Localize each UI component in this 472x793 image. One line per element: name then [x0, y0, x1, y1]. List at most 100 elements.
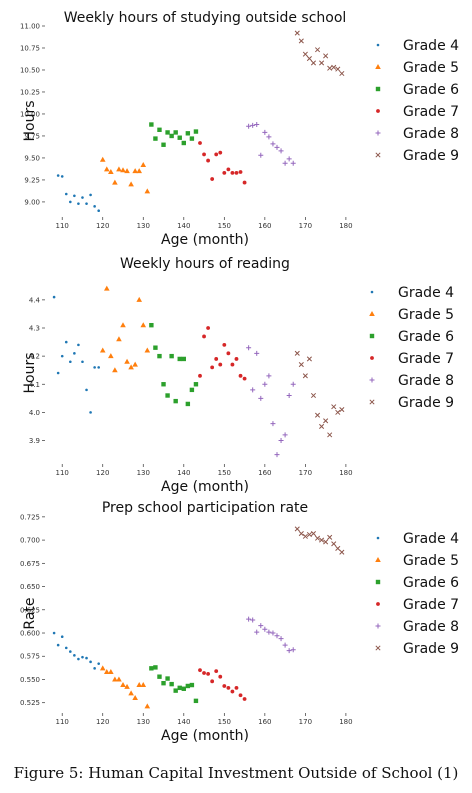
- data-point: [185, 683, 191, 689]
- legend-marker: [370, 356, 374, 360]
- data-point: [210, 679, 215, 684]
- data-point: [124, 168, 130, 174]
- legend-marker: [375, 86, 381, 92]
- y-tick-label: 9.50: [24, 154, 40, 162]
- y-tick-label: 4.2: [29, 353, 40, 361]
- data-point: [173, 130, 178, 135]
- y-tick-label: 0.650: [20, 583, 40, 591]
- data-point: [202, 671, 206, 675]
- data-point: [294, 526, 300, 532]
- x-tick-label: 160: [258, 222, 271, 230]
- data-point: [189, 136, 195, 141]
- data-point: [250, 387, 256, 393]
- data-point: [206, 326, 211, 330]
- data-point: [290, 647, 296, 653]
- x-tick-label: 130: [137, 469, 150, 477]
- legend-marker: [375, 623, 381, 629]
- data-point: [97, 366, 100, 369]
- x-tick-label: 140: [177, 718, 190, 726]
- data-point: [157, 127, 162, 132]
- data-point: [120, 167, 126, 173]
- data-point: [165, 676, 170, 681]
- data-point: [73, 654, 76, 657]
- y-tick-label: 0.725: [20, 513, 40, 521]
- data-point: [136, 168, 143, 174]
- y-tick-label: 10.50: [20, 66, 40, 74]
- data-point: [93, 366, 96, 369]
- data-point: [302, 373, 308, 379]
- data-point: [177, 685, 182, 691]
- data-point: [140, 682, 147, 688]
- x-tick-label: 130: [137, 718, 150, 726]
- data-point: [60, 354, 64, 358]
- data-point: [81, 360, 84, 364]
- data-point: [278, 148, 284, 154]
- legend-label: Grade 7: [403, 104, 459, 120]
- y-tick-label: 3.9: [29, 437, 40, 445]
- data-point: [69, 360, 72, 364]
- data-point: [77, 343, 80, 347]
- data-point: [270, 421, 276, 427]
- x-axis-label: Age (month): [161, 728, 249, 744]
- y-tick-label: 10.75: [20, 44, 40, 52]
- data-point: [157, 353, 162, 359]
- data-point: [254, 629, 260, 635]
- legend-marker: [375, 130, 381, 136]
- data-point: [282, 160, 288, 166]
- data-point: [89, 193, 92, 197]
- data-point: [108, 169, 114, 175]
- legend-marker: [376, 109, 380, 113]
- data-point: [246, 345, 252, 351]
- data-point: [169, 353, 174, 359]
- y-tick-label: 11.00: [20, 23, 40, 31]
- data-point: [258, 152, 264, 158]
- data-point: [128, 364, 134, 370]
- chart-panel-1: Weekly hours of studying outside school 1…: [20, 10, 459, 248]
- data-point: [81, 655, 84, 659]
- data-point: [270, 630, 276, 636]
- data-point: [214, 669, 219, 674]
- data-point: [266, 373, 272, 379]
- data-point: [189, 387, 195, 393]
- data-point: [323, 418, 329, 424]
- data-point: [85, 388, 88, 392]
- x-tick-label: 120: [96, 469, 109, 477]
- data-point: [177, 356, 182, 362]
- y-tick-label: 0.625: [20, 606, 40, 614]
- data-point: [128, 181, 134, 187]
- legend-label: Grade 8: [403, 619, 459, 635]
- data-point: [298, 362, 304, 368]
- chart-title: Weekly hours of reading: [120, 256, 290, 272]
- data-point: [193, 129, 199, 134]
- data-point: [177, 135, 182, 140]
- data-point: [116, 166, 122, 172]
- data-point: [99, 347, 106, 353]
- chart-panel-3: Prep school participation rate 110 120 130 1…: [20, 500, 459, 744]
- data-point: [214, 152, 219, 157]
- data-point: [77, 657, 80, 661]
- data-point: [112, 179, 118, 185]
- y-tick-label: 4.4: [29, 296, 41, 304]
- data-point: [226, 167, 231, 172]
- legend-label: Grade 9: [403, 148, 459, 164]
- data-point: [230, 170, 235, 175]
- chart-title: Prep school participation rate: [102, 500, 308, 516]
- data-point: [314, 412, 321, 418]
- legend-label: Grade 5: [398, 307, 454, 323]
- data-point: [64, 340, 68, 344]
- data-point: [331, 64, 337, 70]
- legend-label: Grade 5: [403, 553, 459, 569]
- data-point: [103, 669, 110, 675]
- x-axis-label: Age (month): [161, 232, 249, 248]
- data-point: [64, 646, 68, 650]
- data-point: [60, 635, 64, 639]
- data-point: [230, 362, 235, 367]
- data-point: [290, 381, 296, 387]
- data-point: [173, 688, 178, 693]
- legend-label: Grade 4: [398, 285, 454, 301]
- x-tick-label: 170: [299, 469, 312, 477]
- data-point: [323, 539, 329, 545]
- data-point: [242, 376, 247, 381]
- data-point: [331, 404, 337, 410]
- data-point: [116, 336, 122, 342]
